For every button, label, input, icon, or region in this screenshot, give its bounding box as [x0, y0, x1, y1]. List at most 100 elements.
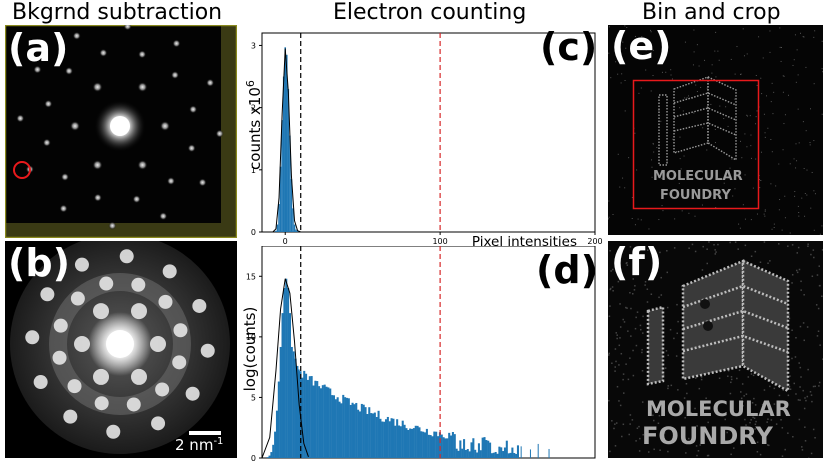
diffraction-spot: [65, 66, 74, 75]
histogram-bar: [481, 437, 484, 458]
histogram-bar: [409, 428, 412, 458]
noise-dot: [801, 449, 804, 451]
noise-dot: [650, 29, 652, 31]
noise-dot: [695, 84, 697, 86]
histogram-bar: [290, 179, 293, 232]
noise-dot: [804, 397, 806, 399]
noise-dot: [634, 132, 636, 134]
noise-dot: [680, 168, 682, 170]
noise-dot: [762, 57, 764, 59]
noise-dot: [630, 307, 632, 310]
noise-dot: [618, 364, 620, 366]
histogram-bar: [548, 448, 550, 458]
histogram-bar: [288, 313, 292, 458]
diffraction-spot: [185, 386, 200, 401]
noise-dot: [622, 378, 624, 381]
histogram-bar: [314, 380, 317, 458]
noise-dot: [726, 431, 728, 434]
noise-dot: [716, 169, 718, 171]
noise-dot: [714, 249, 716, 251]
histogram-bar: [319, 388, 322, 458]
noise-dot: [640, 87, 642, 89]
noise-dot: [715, 251, 717, 253]
noise-dot: [795, 269, 798, 272]
noise-dot: [802, 121, 804, 123]
diffraction-spot: [160, 121, 170, 131]
noise-dot: [742, 404, 744, 407]
noise-dot: [650, 293, 653, 296]
histogram-bar: [455, 448, 458, 458]
histogram-bar: [275, 230, 277, 232]
histogram-bar: [479, 450, 482, 458]
histogram-bar: [290, 346, 293, 458]
noise-dot: [614, 445, 617, 447]
noise-dot: [803, 294, 805, 296]
histogram-bar: [446, 438, 449, 458]
noise-dot: [779, 412, 781, 415]
noise-dot: [617, 280, 620, 283]
noise-dot: [658, 296, 660, 299]
noise-dot: [692, 64, 694, 66]
histogram-bar: [397, 425, 401, 458]
histogram-bar: [327, 387, 330, 458]
noise-dot: [657, 422, 660, 425]
noise-dot: [681, 403, 683, 406]
noise-dot: [821, 40, 823, 42]
histogram-bar: [281, 313, 284, 458]
noise-dot: [741, 383, 744, 385]
noise-dot: [769, 385, 771, 388]
noise-dot: [617, 153, 619, 155]
noise-dot: [812, 385, 815, 388]
noise-dot: [816, 274, 819, 276]
histogram-bar: [296, 231, 299, 232]
noise-dot: [799, 399, 801, 401]
noise-dot: [811, 275, 814, 278]
noise-dot: [686, 114, 688, 116]
noise-dot: [770, 411, 772, 413]
noise-dot: [795, 143, 797, 145]
noise-dot: [644, 284, 646, 286]
noise-dot: [798, 212, 800, 214]
noise-dot: [764, 210, 766, 212]
noise-dot: [647, 451, 650, 453]
noise-dot: [675, 355, 678, 357]
histogram-bar: [270, 452, 273, 458]
noise-dot: [619, 337, 621, 339]
noise-dot: [646, 301, 649, 303]
histogram-bar: [444, 438, 447, 458]
noise-dot: [608, 216, 610, 218]
noise-dot: [818, 265, 820, 267]
noise-dot: [814, 193, 816, 195]
noise-dot: [803, 167, 805, 169]
noise-dot: [673, 337, 675, 340]
histogram-bar: [308, 376, 311, 458]
noise-dot: [781, 46, 783, 48]
diffraction-spot: [131, 368, 147, 385]
noise-dot: [694, 250, 697, 253]
diffraction-spot: [40, 287, 55, 302]
noise-dot: [652, 414, 654, 417]
noise-dot: [754, 428, 756, 430]
logo-text-foundry-f: FOUNDRY: [642, 422, 773, 450]
histogram-bar: [511, 447, 514, 458]
noise-dot: [803, 407, 806, 410]
histogram-bar: [377, 410, 380, 458]
noise-dot: [666, 250, 668, 252]
noise-dot: [746, 53, 748, 55]
noise-dot: [788, 314, 790, 316]
noise-dot: [706, 454, 709, 457]
histogram-bar: [507, 453, 510, 458]
noise-dot: [635, 344, 638, 347]
noise-dot: [763, 241, 766, 243]
noise-dot: [797, 108, 799, 110]
noise-dot: [652, 143, 654, 145]
noise-dot: [704, 59, 706, 61]
roi-yellow-strip-bottom: [5, 223, 237, 238]
noise-dot: [617, 73, 619, 75]
noise-dot: [627, 330, 629, 332]
noise-dot: [753, 417, 756, 419]
noise-dot: [804, 193, 806, 195]
noise-dot: [713, 243, 715, 246]
noise-dot: [802, 322, 805, 324]
noise-dot: [670, 384, 673, 387]
